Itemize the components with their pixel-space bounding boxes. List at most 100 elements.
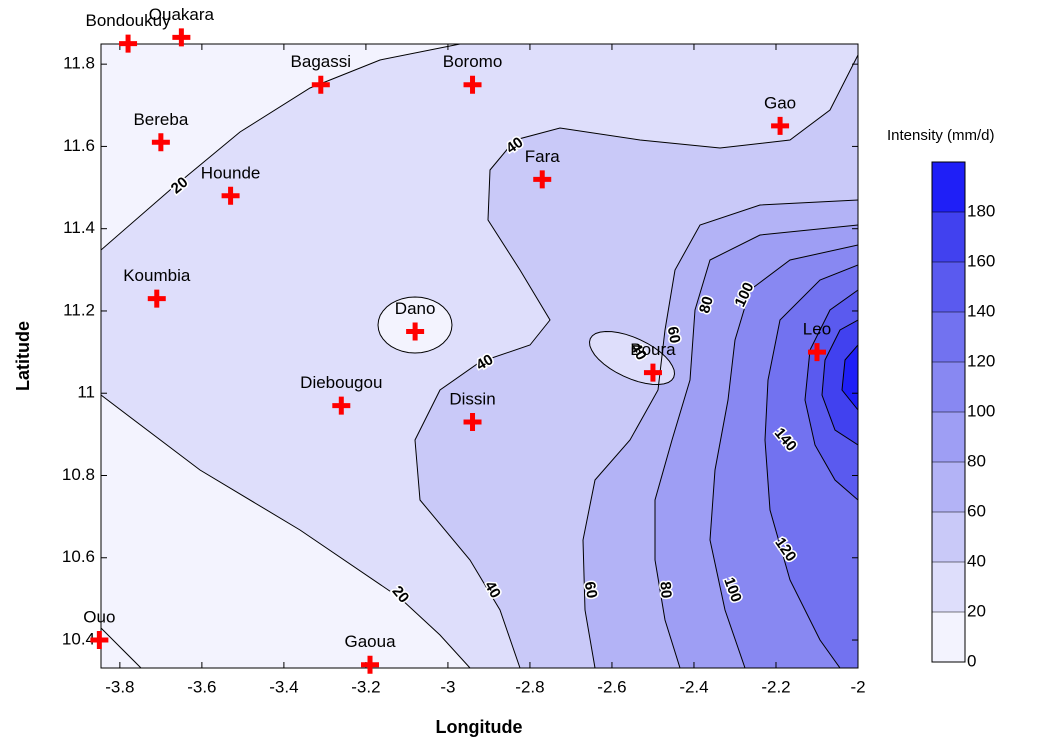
x-tick-label: -3	[440, 677, 455, 696]
station-label: Bagassi	[291, 52, 351, 71]
station: Boura	[630, 340, 676, 382]
station-marker	[463, 413, 482, 432]
colorbar-tick-label: 60	[967, 501, 986, 520]
station: Bereba	[133, 110, 189, 152]
colorbar-band	[932, 512, 965, 562]
contour-label: 60	[581, 580, 601, 599]
station-label: Dano	[395, 299, 436, 318]
station-marker	[311, 75, 330, 94]
y-tick-label: 10.6	[62, 547, 95, 566]
colorbar-tick-label: 120	[967, 351, 995, 370]
station-label: Boromo	[443, 52, 503, 71]
station: Koumbia	[123, 266, 191, 308]
station-marker	[332, 396, 351, 415]
station-label: Hounde	[201, 163, 261, 182]
station: Dissin	[449, 390, 496, 432]
y-tick-label: 10.8	[62, 465, 95, 484]
colorbar-band	[932, 362, 965, 412]
contour-line	[414, 54, 858, 668]
contour-line	[709, 244, 858, 668]
x-tick-label: -2.6	[597, 677, 626, 696]
colorbar-tick-label: 140	[967, 301, 995, 320]
station-marker	[147, 289, 166, 308]
colorbar-band	[932, 312, 965, 362]
station-label: Ouo	[83, 608, 115, 627]
contour-label: 60	[664, 325, 684, 344]
contour-line	[101, 44, 461, 251]
contour-band	[822, 320, 858, 445]
x-tick-label: -3.4	[269, 677, 298, 696]
station-label: Leo	[803, 320, 831, 339]
colorbar-tick-label: 80	[967, 451, 986, 470]
station-label: Diebougou	[300, 373, 382, 392]
y-tick-label: 11	[77, 383, 95, 402]
station-marker	[533, 170, 552, 189]
x-axis-title: Longitude	[436, 717, 523, 737]
y-tick-label: 11.2	[63, 300, 95, 319]
station: Ouo	[83, 608, 115, 650]
contour-label: 80	[696, 295, 717, 316]
colorbar-band	[932, 462, 965, 512]
contour-line	[101, 394, 471, 668]
station-label: Gaoua	[344, 632, 396, 651]
y-axis-title: Latitude	[13, 321, 33, 391]
station: Gaoua	[344, 632, 396, 674]
plot-frame	[100, 43, 859, 669]
colorbar-tick-label: 40	[967, 551, 986, 570]
contour-fills	[101, 44, 858, 668]
colorbar-tick-label: 160	[967, 251, 995, 270]
x-tick-label: -2	[850, 677, 865, 696]
station-marker	[90, 631, 109, 650]
colorbar-band	[932, 562, 965, 612]
station: Leo	[803, 320, 831, 362]
contour-line	[804, 289, 858, 501]
contour-line	[841, 344, 858, 411]
y-tick-label: 10.4	[62, 630, 95, 649]
station: Diebougou	[300, 373, 382, 415]
station: Dano	[395, 299, 436, 341]
colorbar-band	[932, 212, 965, 262]
y-tick-label: 11.6	[63, 136, 95, 155]
colorbar-tick-label: 20	[967, 601, 986, 620]
station-label: Dissin	[449, 390, 495, 409]
colorbar: 0 20 40 60 80 100 120 140 160 180	[931, 161, 995, 670]
colorbar-tick-label: 0	[967, 651, 976, 670]
x-tick-label: -3.6	[187, 677, 216, 696]
contour-line	[101, 627, 142, 668]
station-label: Bondoukuy	[86, 11, 172, 30]
contour-label: 80	[656, 581, 674, 599]
x-tick-label: -3.8	[105, 677, 134, 696]
station-marker	[643, 363, 662, 382]
station: Bondoukuy	[86, 11, 172, 53]
station-marker	[172, 28, 191, 47]
colorbar-band	[932, 162, 965, 212]
colorbar-tick-label: 180	[967, 201, 995, 220]
station-marker	[463, 75, 482, 94]
station: Boromo	[443, 52, 503, 94]
station-label: Ouakara	[149, 5, 215, 24]
station-marker	[221, 186, 240, 205]
station-marker	[807, 343, 826, 362]
colorbar-band	[932, 612, 965, 662]
station: Ouakara	[149, 5, 215, 47]
station-label: Gao	[764, 93, 796, 112]
contour-line	[582, 199, 858, 668]
x-tick-label: -2.8	[515, 677, 544, 696]
axes: -3.8 -3.6 -3.4 -3.2 -3 -2.8 -2.6 -2.4 -2.2 -2 10.4…	[62, 44, 866, 696]
contour-line	[377, 296, 453, 354]
station: Fara	[525, 147, 560, 189]
y-tick-label: 11.8	[63, 54, 95, 73]
station-marker	[361, 655, 380, 674]
colorbar-band	[932, 412, 965, 462]
station-marker	[406, 322, 425, 341]
station-label: Bereba	[133, 110, 188, 129]
station-marker	[771, 116, 790, 135]
colorbar-tick-label: 100	[967, 401, 995, 420]
contour-band	[842, 345, 858, 410]
station: Bagassi	[291, 52, 351, 94]
x-tick-label: -3.2	[351, 677, 380, 696]
station-label: Koumbia	[123, 266, 191, 285]
